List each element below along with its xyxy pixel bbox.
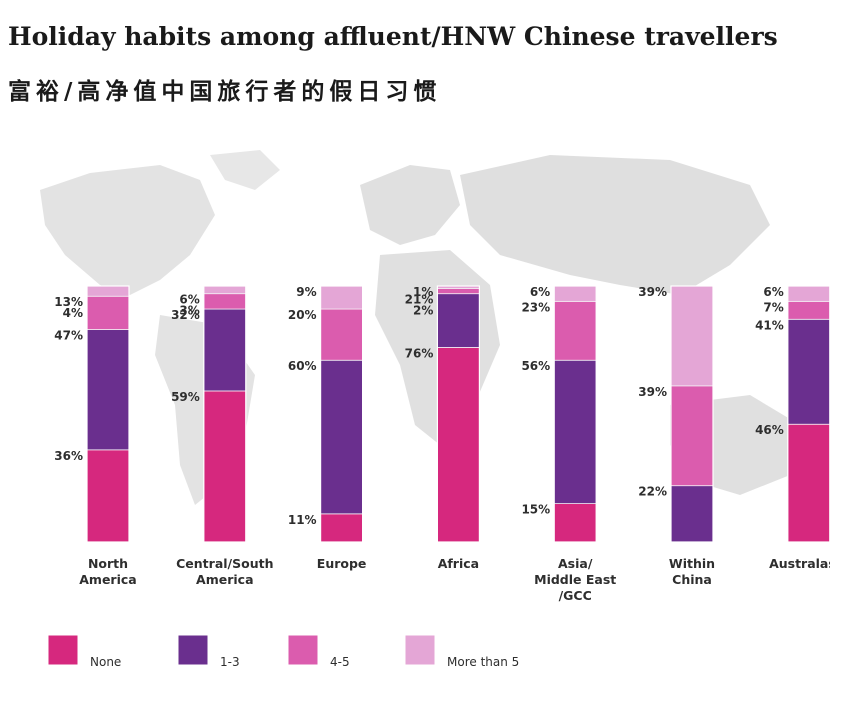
map-north-america <box>40 165 215 295</box>
value-label-north-america-1-3: 47% <box>54 329 83 343</box>
value-label-africa-1-3: 21% <box>405 293 434 307</box>
value-label-asia-middle-east-gcc-4-5: 23% <box>521 300 550 314</box>
bar-outline-within-china <box>670 285 714 543</box>
bar-outline-asia-middle-east-gcc <box>553 285 597 543</box>
legend-label-4-5: 4-5 <box>330 655 350 669</box>
chart-subtitle: 富裕/高净值中国旅行者的假日习惯 <box>8 79 442 105</box>
stacked-bar-chart: 36%47%13%4%59%32%6%3%11%60%20%9%76%21%2%… <box>40 150 830 669</box>
value-label-africa-none: 76% <box>405 346 434 360</box>
category-label-asia-middle-east-gcc-line-3: /GCC <box>559 588 592 603</box>
category-label-asia-middle-east-gcc-line-2: Middle East <box>534 572 616 587</box>
bar-central-south-america-more-than-5 <box>203 285 247 295</box>
chart-panel: 36% 47% 13% 4% 59% 32% 6% 3% 11% 60% 20% 9% 76% 21% 2%… <box>30 145 830 685</box>
chart-title: Holiday habits among affluent/HNW Chines… <box>8 22 778 51</box>
legend-label-more-than-5: More than 5 <box>447 655 519 669</box>
value-label-asia-middle-east-gcc-none: 15% <box>521 503 550 517</box>
bar-north-america-more-than-5 <box>86 285 130 297</box>
bar-outline-north-america <box>86 285 130 543</box>
value-label-africa-more-than-5: 1% <box>413 285 433 299</box>
value-label-north-america-4-5: 13% <box>54 295 83 309</box>
legend-label-none: None <box>90 655 121 669</box>
legend-swatch-1-3 <box>177 634 209 666</box>
bar-outline-australasia <box>787 285 830 543</box>
value-label-north-america-none: 36% <box>54 449 83 463</box>
category-label-central-south-america: Central/South <box>176 556 273 571</box>
bar-asia-middle-east-gcc-none <box>553 503 597 543</box>
value-label-central-south-america-1-3: 32% <box>171 308 200 322</box>
bar-outline-central-south-america <box>203 285 247 543</box>
value-label-within-china-4-5: 39% <box>638 385 667 399</box>
bar-australasia-more-than-5 <box>787 285 830 302</box>
value-label-africa-4-5: 2% <box>413 304 433 318</box>
category-label-north-america-line-2: America <box>79 572 136 587</box>
value-label-europe-more-than-5: 9% <box>296 285 316 299</box>
value-label-australasia-4-5: 7% <box>763 300 783 314</box>
category-label-europe: Europe <box>317 556 367 571</box>
map-asia <box>460 155 770 295</box>
category-label-africa: Africa <box>438 556 479 571</box>
category-label-australasia: Australasia <box>769 556 830 571</box>
value-label-central-south-america-none: 59% <box>171 390 200 404</box>
bar-north-america-4-5 <box>86 295 130 330</box>
bar-australasia-1-3 <box>787 318 830 425</box>
bar-north-america-none <box>86 449 130 543</box>
bar-australasia-4-5 <box>787 300 830 320</box>
value-label-europe-none: 11% <box>288 513 317 527</box>
bar-within-china-1-3 <box>670 485 714 543</box>
value-label-australasia-more-than-5: 6% <box>763 285 783 299</box>
bar-within-china-4-5 <box>670 385 714 487</box>
bar-africa-none <box>436 347 480 543</box>
bar-outline-africa <box>436 285 480 543</box>
bar-asia-middle-east-gcc-more-than-5 <box>553 285 597 302</box>
value-label-central-south-america-4-5: 6% <box>179 293 199 307</box>
value-label-australasia-1-3: 41% <box>755 318 784 332</box>
bar-europe-none <box>320 513 364 543</box>
value-label-asia-middle-east-gcc-1-3: 56% <box>521 359 550 373</box>
value-label-central-south-america-more-than-5: 3% <box>179 304 199 318</box>
map-greenland <box>210 150 280 190</box>
bar-europe-more-than-5 <box>320 285 364 310</box>
legend-label-1-3: 1-3 <box>220 655 240 669</box>
legend-swatch-more-than-5 <box>404 634 436 666</box>
value-label-europe-4-5: 20% <box>288 308 317 322</box>
bar-within-china-more-than-5 <box>670 285 714 387</box>
value-label-europe-1-3: 60% <box>288 359 317 373</box>
bar-europe-1-3 <box>320 359 364 515</box>
bar-asia-middle-east-gcc-1-3 <box>553 359 597 505</box>
bar-central-south-america-4-5 <box>203 293 247 310</box>
value-label-within-china-more-than-5: 39% <box>638 285 667 299</box>
bar-africa-1-3 <box>436 293 480 348</box>
map-europe <box>360 165 460 245</box>
category-label-within-china-line-2: China <box>672 572 712 587</box>
value-label-australasia-none: 46% <box>755 423 784 437</box>
category-label-central-south-america-line-2: America <box>196 572 253 587</box>
bar-north-america-1-3 <box>86 329 130 451</box>
category-label-asia-middle-east-gcc: Asia/ <box>558 556 593 571</box>
value-label-north-america-more-than-5: 4% <box>63 306 83 320</box>
bar-central-south-america-1-3 <box>203 308 247 392</box>
category-label-within-china: Within <box>669 556 715 571</box>
bar-central-south-america-none <box>203 390 247 543</box>
value-label-asia-middle-east-gcc-more-than-5: 6% <box>530 285 550 299</box>
bar-asia-middle-east-gcc-4-5 <box>553 300 597 361</box>
bar-africa-4-5 <box>436 288 480 295</box>
bar-outline-europe <box>320 285 364 543</box>
bar-europe-4-5 <box>320 308 364 361</box>
bar-australasia-none <box>787 423 830 543</box>
category-label-north-america: North <box>88 556 128 571</box>
value-label-within-china-1-3: 22% <box>638 485 667 499</box>
legend-swatch-4-5 <box>287 634 319 666</box>
legend-swatch-none <box>47 634 79 666</box>
